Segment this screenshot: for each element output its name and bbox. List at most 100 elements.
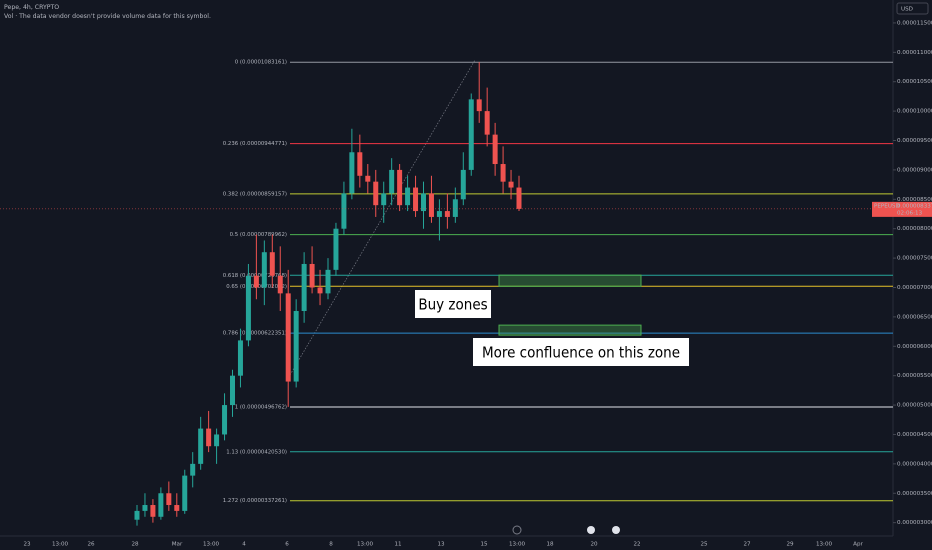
y-tick-label: 0.00000500000: [897, 403, 932, 409]
x-tick-label: 23: [23, 542, 31, 548]
candle-body: [357, 152, 363, 176]
y-tick-label: 0.00000950000: [897, 138, 932, 144]
event-icon[interactable]: [587, 526, 595, 534]
x-tick-label: 25: [700, 542, 708, 548]
event-icon[interactable]: [512, 525, 522, 535]
chart-title: Pepe, 4h, CRYPTO: [4, 4, 59, 11]
y-tick-label: 0.00000850000: [897, 197, 932, 203]
candle-body: [381, 193, 387, 206]
candle-body: [261, 252, 267, 288]
candle-body: [341, 193, 347, 229]
buy-zone: [498, 324, 642, 336]
x-tick-label: 15: [480, 542, 488, 548]
candle-body: [333, 228, 339, 270]
candle-body: [516, 187, 522, 209]
candle-body: [134, 510, 140, 520]
x-tick-label: 11: [394, 542, 402, 548]
candle-body: [365, 175, 371, 182]
candle-body: [190, 463, 196, 476]
candle-body: [277, 275, 283, 294]
buy-zone: [498, 274, 642, 287]
candle-body: [214, 434, 220, 447]
y-tick-label: 0.00000300000: [897, 520, 932, 526]
candle-body: [500, 164, 506, 182]
x-tick-label: 13:00: [52, 542, 69, 548]
y-tick-label: 0.00000800000: [897, 226, 932, 232]
y-tick-label: 0.00000450000: [897, 432, 932, 438]
candle-body: [174, 505, 180, 511]
last-price-symbol: PEPEUSD: [874, 203, 900, 209]
x-tick-label: 28: [131, 542, 139, 548]
candle-body: [293, 311, 299, 382]
candle-body: [245, 275, 251, 341]
candle-body: [444, 211, 450, 217]
candle-body: [222, 405, 228, 435]
y-tick-label: 0.00000400000: [897, 461, 932, 467]
candle-body: [349, 152, 355, 194]
candle-body: [492, 134, 498, 165]
last-price-countdown: 02:06:13: [897, 210, 923, 216]
y-tick-label: 0.00000600000: [897, 344, 932, 350]
annotation-text: More confluence on this zone: [482, 344, 680, 362]
x-tick-label: 27: [743, 542, 751, 548]
candle-body: [389, 169, 395, 194]
candle-body: [460, 169, 466, 200]
x-tick-label: 20: [590, 542, 598, 548]
candle-body: [476, 99, 482, 112]
y-tick-label: 0.00001100000: [897, 50, 932, 56]
candle-body: [301, 263, 307, 312]
fib-level-label: 0.786 (0.00000622351): [223, 331, 287, 337]
event-icons: [512, 525, 620, 535]
candle-body: [166, 493, 172, 506]
y-tick-label: 0.00001000000: [897, 109, 932, 115]
candle-body: [158, 493, 164, 517]
x-tick-label: 6: [285, 542, 289, 548]
candle-body: [405, 187, 411, 206]
x-tick-label: Mar: [172, 542, 183, 548]
y-tick-label: 0.00000700000: [897, 285, 932, 291]
candle-body: [484, 111, 490, 135]
annotation-text: Buy zones: [418, 296, 487, 314]
candle-body: [198, 428, 204, 464]
candle-body: [468, 99, 474, 170]
y-tick-label: 0.00001150000: [897, 20, 932, 26]
candle-body: [309, 263, 315, 288]
candle-body: [397, 169, 403, 206]
x-tick-label: 29: [786, 542, 794, 548]
x-tick-label: Apr: [853, 542, 863, 548]
candle-body: [436, 211, 442, 217]
candle-body: [237, 340, 243, 376]
candle-body: [325, 269, 331, 294]
x-tick-label: 8: [329, 542, 333, 548]
last-price-value: 0.00000833717: [897, 203, 932, 209]
last-price-box: [872, 201, 932, 217]
y-tick-label: 0.00000350000: [897, 491, 932, 497]
fib-level-label: 1 (0.00000496762): [235, 404, 287, 410]
candle-body: [230, 375, 235, 406]
candle-body: [253, 275, 259, 288]
chart-subtitle: Vol · The data vendor doesn't provide vo…: [4, 13, 211, 20]
x-tick-label: 13:00: [816, 542, 833, 548]
x-tick-label: 13:00: [357, 542, 374, 548]
x-tick-label: 22: [633, 542, 640, 548]
candle-body: [421, 193, 426, 212]
x-tick-label: 13: [437, 542, 445, 548]
candle-body: [269, 252, 275, 276]
y-tick-label: 0.00001050000: [897, 79, 932, 85]
fib-level-label: 0.236 (0.00000944771): [223, 141, 287, 147]
fib-level-label: 0.5 (0.00000789962): [230, 232, 287, 238]
currency-button[interactable]: [896, 2, 929, 15]
annotation-box: [473, 338, 689, 366]
candle-body: [452, 199, 458, 217]
event-icon[interactable]: [612, 526, 620, 534]
x-tick-label: 13:00: [203, 542, 220, 548]
candle-body: [285, 293, 291, 382]
fib-trend-line: [289, 59, 476, 376]
fib-level-label: 0.382 (0.00000859157): [223, 191, 287, 197]
candle-body: [182, 475, 188, 511]
candle-body: [317, 287, 323, 294]
currency[interactable]: USD: [901, 7, 913, 13]
candle-body: [373, 181, 379, 206]
candle-body: [150, 505, 156, 517]
